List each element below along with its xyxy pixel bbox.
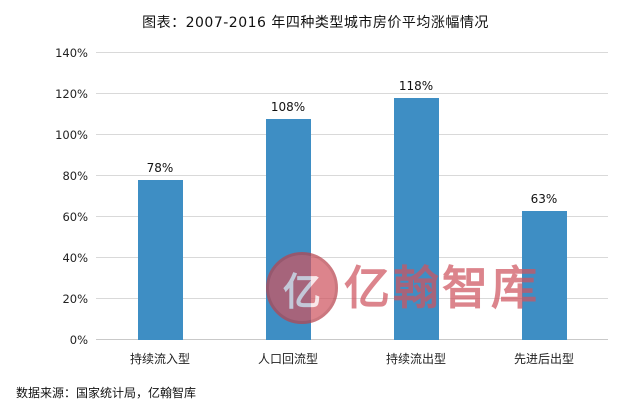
bars-container: 78% 108% 118% 63% bbox=[96, 53, 608, 340]
gridline bbox=[96, 298, 608, 299]
x-axis-labels: 持续流入型 人口回流型 持续流出型 先进后出型 bbox=[96, 350, 608, 367]
y-tick-label: 140% bbox=[55, 46, 88, 60]
gridline bbox=[96, 52, 608, 53]
bar-value-label: 78% bbox=[146, 161, 174, 176]
bar-group: 78% bbox=[96, 53, 224, 340]
x-axis-label: 先进后出型 bbox=[513, 352, 574, 366]
y-tick-label: 80% bbox=[62, 169, 88, 183]
gridline bbox=[96, 175, 608, 176]
x-axis-label: 持续流入型 bbox=[129, 352, 190, 366]
data-source-note: 数据来源：国家统计局，亿翰智库 bbox=[16, 386, 197, 400]
bar-group: 118% bbox=[352, 53, 480, 340]
y-tick-label: 0% bbox=[69, 333, 88, 347]
gridline bbox=[96, 257, 608, 258]
bar-group: 108% bbox=[224, 53, 352, 340]
bar-value-label: 63% bbox=[530, 191, 558, 206]
gridline bbox=[96, 134, 608, 135]
gridline bbox=[96, 216, 608, 217]
y-tick-label: 40% bbox=[62, 251, 88, 265]
plot-area: 78% 108% 118% 63% bbox=[96, 52, 608, 340]
bar bbox=[265, 118, 311, 340]
y-tick-label: 60% bbox=[62, 210, 88, 224]
x-axis-label: 持续流出型 bbox=[385, 352, 446, 366]
gridline bbox=[96, 339, 608, 340]
gridline bbox=[96, 93, 608, 94]
y-axis: 0% 20% 40% 60% 80% 100% 120% 140% bbox=[0, 46, 88, 347]
bar bbox=[137, 180, 183, 340]
x-axis-label: 人口回流型 bbox=[257, 352, 318, 366]
bar-group: 63% bbox=[480, 53, 608, 340]
bar-value-label: 108% bbox=[270, 99, 306, 114]
y-tick-label: 20% bbox=[62, 292, 88, 306]
y-tick-label: 100% bbox=[55, 128, 88, 142]
bar bbox=[393, 98, 439, 340]
bar bbox=[521, 210, 567, 340]
y-tick-label: 120% bbox=[55, 87, 88, 101]
bar-value-label: 118% bbox=[398, 79, 434, 94]
chart-title: 图表：2007-2016 年四种类型城市房价平均涨幅情况 bbox=[142, 15, 489, 31]
